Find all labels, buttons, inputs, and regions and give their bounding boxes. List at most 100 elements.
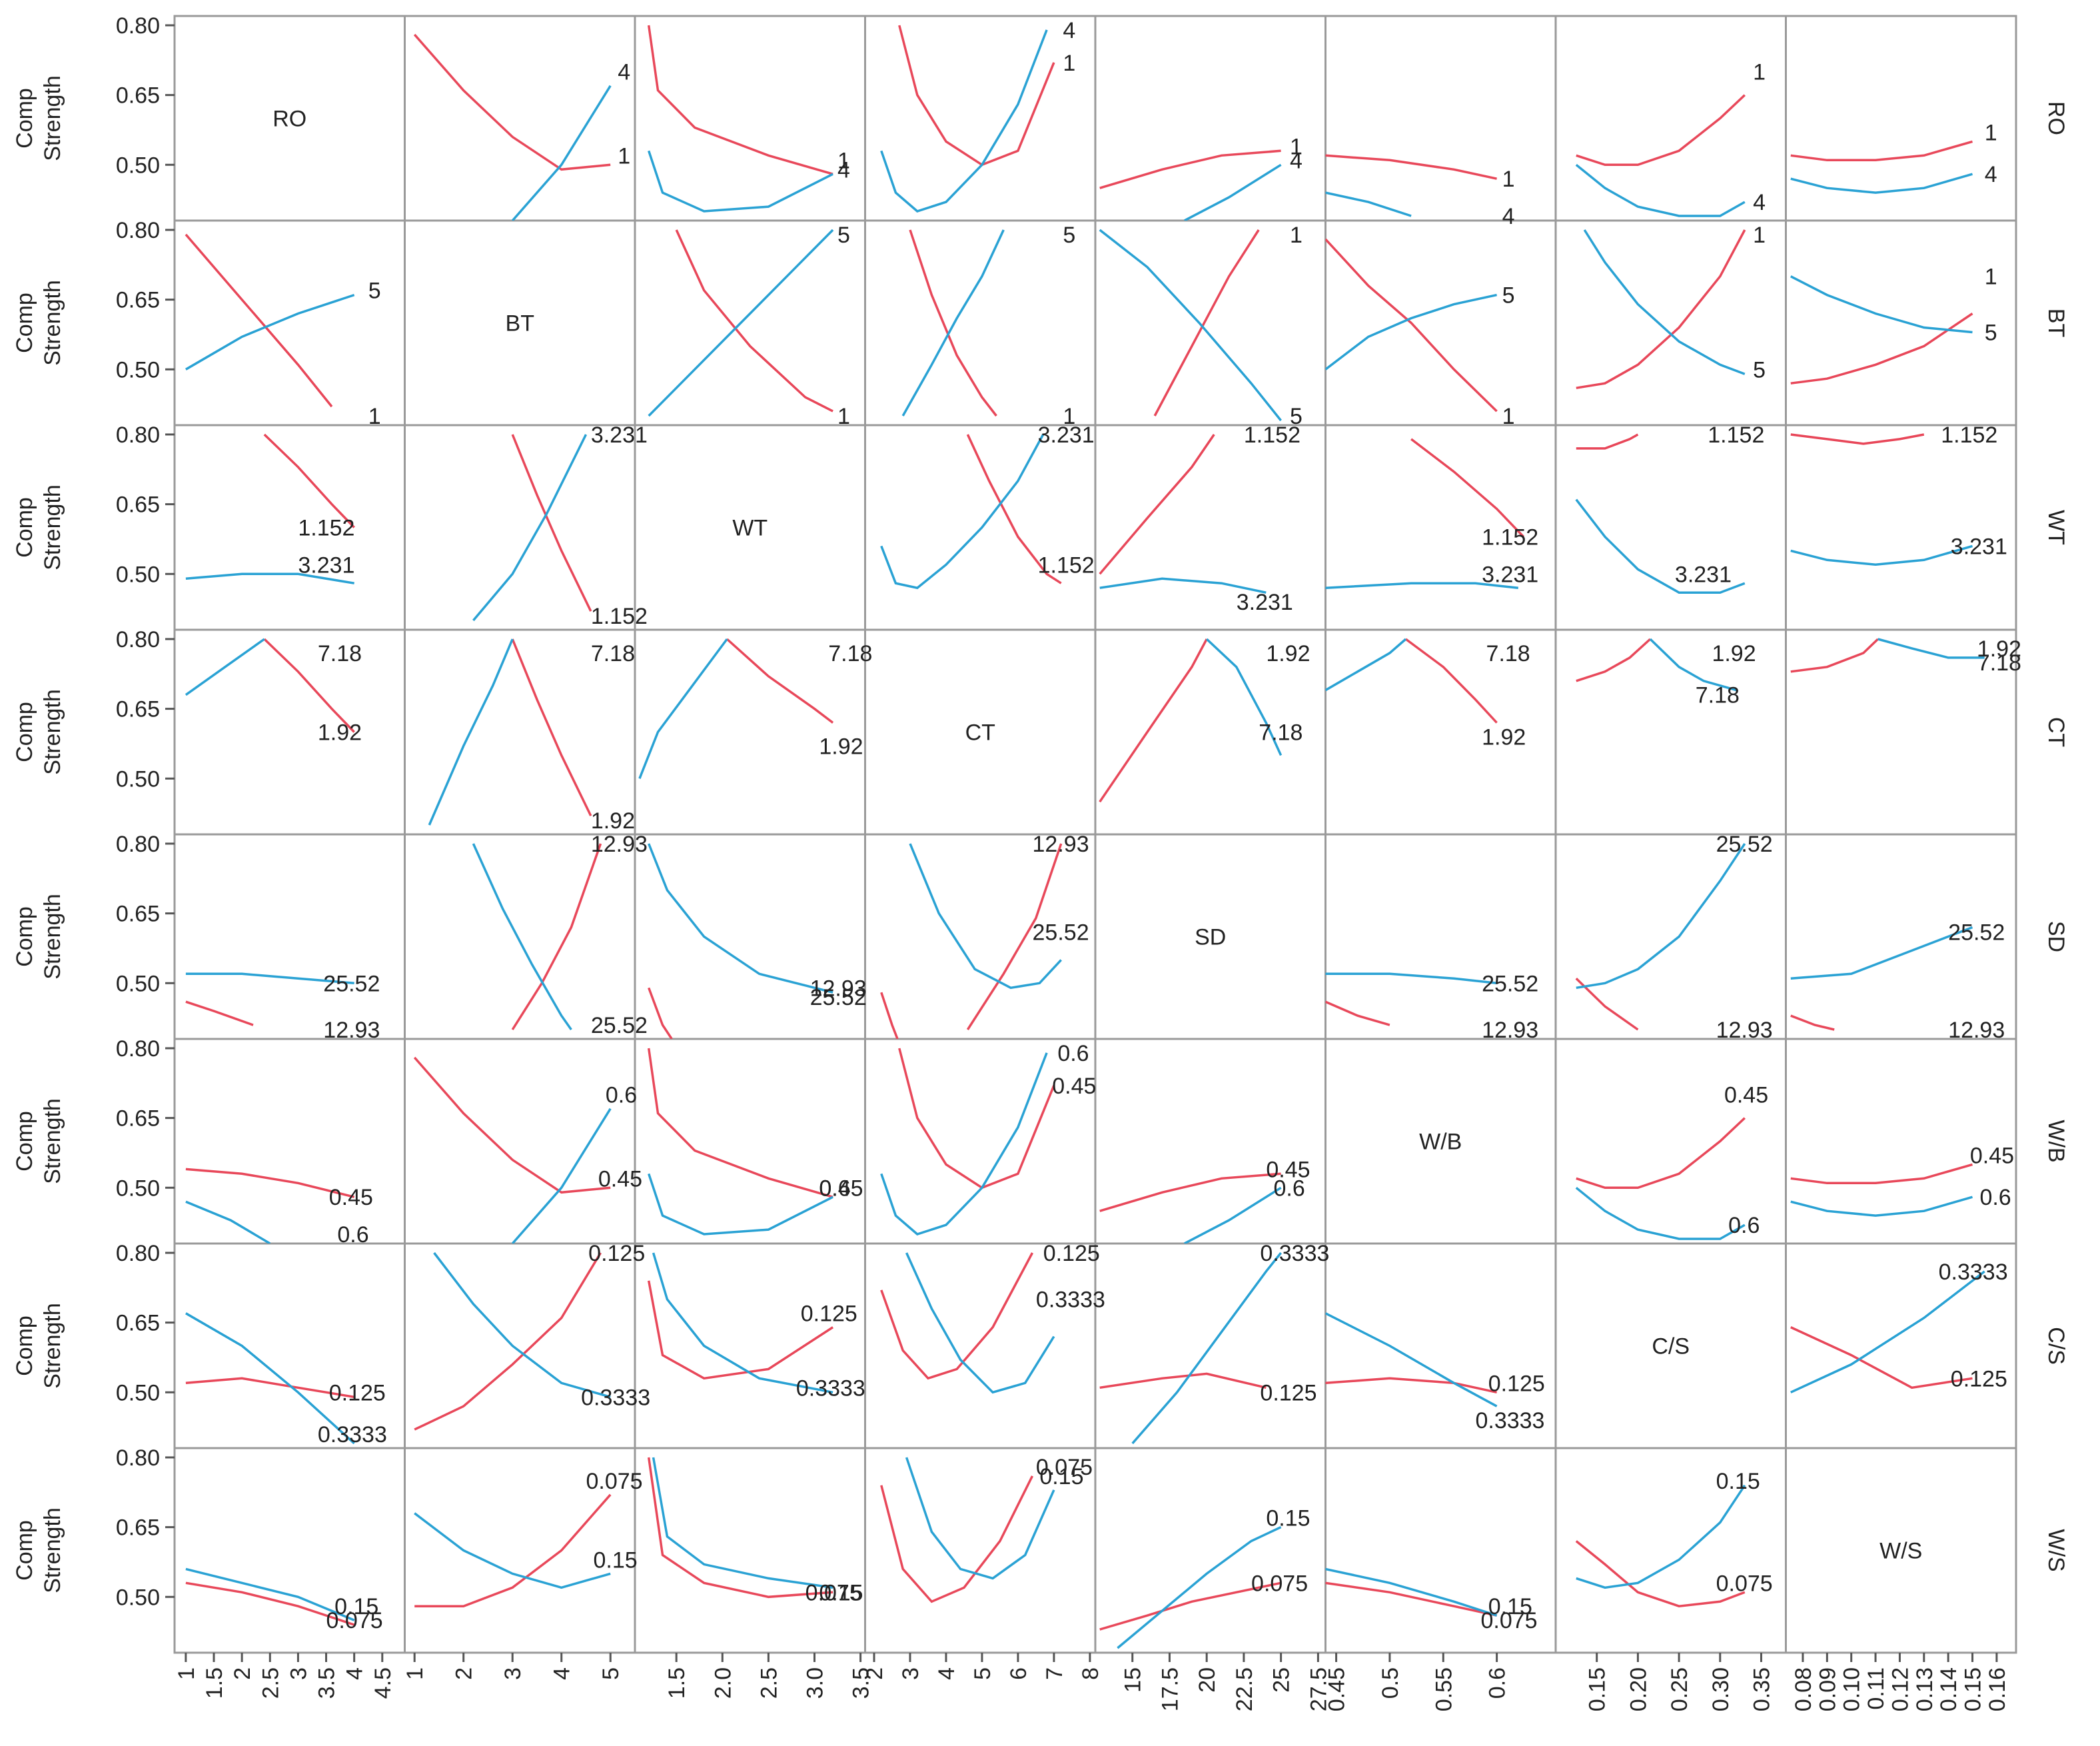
y-axis-title-line: Strength — [40, 280, 65, 366]
series-line-red — [726, 638, 834, 724]
level-label: 12.93 — [1482, 1018, 1538, 1043]
x-tick-label: 17.5 — [1157, 1667, 1183, 1711]
level-label: 0.45 — [1052, 1074, 1096, 1099]
series-line-red — [1790, 1163, 1973, 1185]
row-label: CT — [2043, 717, 2069, 747]
level-label: 5 — [1063, 223, 1075, 248]
y-tick-label: 0.65 — [116, 902, 160, 927]
series-line-blue — [880, 29, 1048, 213]
level-label: 1.92 — [1712, 641, 1756, 666]
series-line-blue — [1325, 191, 1412, 217]
x-tick-label: 3.0 — [802, 1667, 827, 1699]
level-label: 0.6 — [337, 1222, 368, 1248]
series-line-blue — [1790, 926, 1973, 980]
level-label: 0.6 — [1273, 1176, 1305, 1201]
series-line-red — [413, 1056, 611, 1194]
series-line-blue — [1576, 843, 1746, 990]
x-tick-label: 1 — [402, 1667, 428, 1680]
level-label: 1.92 — [1482, 724, 1526, 750]
series-line-red — [185, 1168, 355, 1198]
series-line-red — [1099, 1372, 1267, 1389]
series-line-red — [1576, 229, 1746, 389]
y-axis-title-line: Comp — [12, 702, 37, 762]
series-line-red — [185, 1581, 355, 1626]
x-tick-label: 2.5 — [258, 1667, 283, 1699]
series-line-blue — [1790, 173, 1973, 194]
level-label: 0.45 — [819, 1176, 863, 1201]
level-label: 7.18 — [1486, 641, 1530, 666]
level-label: 3.231 — [1038, 423, 1095, 448]
level-label: 0.15 — [1716, 1469, 1760, 1494]
y-axis-title: Comp Strength — [12, 689, 65, 775]
level-label: 1.152 — [1482, 524, 1538, 550]
level-label: 4 — [1290, 148, 1303, 173]
panel-frame — [1554, 424, 1787, 631]
x-tick-label: 0.45 — [1324, 1667, 1350, 1711]
level-label: 0.15 — [1039, 1464, 1083, 1489]
y-axis-title-line: Strength — [40, 1303, 65, 1389]
series-line-red — [1790, 638, 1879, 673]
series-line-blue — [1325, 1312, 1498, 1407]
series-line-red — [511, 843, 602, 1030]
level-label: 25.52 — [323, 971, 380, 996]
x-tick-label: 0.13 — [1912, 1667, 1937, 1711]
series-line-blue — [648, 1173, 833, 1236]
series-line-red — [898, 1048, 1055, 1190]
level-label: 0.125 — [1951, 1366, 2007, 1391]
series-line-blue — [880, 1052, 1048, 1236]
level-label: 0.15 — [1266, 1506, 1310, 1531]
factor-label: BT — [506, 311, 534, 337]
panel-frame — [404, 424, 636, 631]
level-label: 12.93 — [1033, 832, 1089, 857]
x-tick-label: 15 — [1121, 1667, 1146, 1693]
series-line-red — [648, 987, 673, 1039]
level-label: 1.152 — [591, 604, 648, 629]
level-label: 0.6 — [1057, 1041, 1089, 1066]
panel-frame — [404, 1038, 636, 1245]
panel-frame — [634, 1447, 866, 1654]
x-tick-label: 0.30 — [1708, 1667, 1734, 1711]
level-label: 1.92 — [318, 720, 362, 746]
factor-label: SD — [1195, 925, 1226, 950]
series-line-blue — [901, 229, 1005, 417]
series-line-red — [1790, 313, 1973, 385]
level-label: 25.52 — [591, 1013, 648, 1038]
series-line-blue — [652, 1457, 833, 1589]
level-label: 1.152 — [1708, 423, 1764, 448]
level-label: 1 — [1753, 223, 1766, 248]
y-tick-label: 0.65 — [116, 83, 160, 109]
series-line-blue — [428, 638, 514, 826]
series-line-red — [1099, 149, 1281, 189]
series-line-blue — [648, 229, 834, 417]
level-label: 0.125 — [1043, 1241, 1100, 1266]
level-label: 7.18 — [1696, 683, 1740, 708]
series-line-blue — [1206, 638, 1283, 756]
series-line-blue — [1575, 163, 1746, 217]
level-label: 3.231 — [1951, 534, 2007, 559]
factor-label: C/S — [1652, 1334, 1690, 1359]
row-label: SD — [2043, 921, 2069, 952]
panel-frame — [1554, 219, 1787, 427]
level-label: 7.18 — [591, 641, 635, 666]
y-tick-label: 0.80 — [116, 627, 160, 652]
level-label: 12.93 — [1716, 1018, 1773, 1043]
level-label: 1 — [1290, 223, 1303, 248]
level-label: 1.92 — [591, 808, 635, 834]
level-label: 0.075 — [1481, 1608, 1538, 1633]
panel-frame — [1094, 15, 1326, 222]
y-tick-label: 0.65 — [116, 1515, 160, 1541]
level-label: 7.18 — [828, 641, 872, 666]
panel-frame — [173, 1242, 406, 1449]
level-label: 1 — [368, 404, 381, 429]
row-label: WT — [2043, 510, 2069, 545]
level-label: 1.92 — [1266, 641, 1310, 666]
y-tick-label: 0.80 — [116, 832, 160, 857]
level-label: 0.45 — [1266, 1157, 1310, 1182]
level-label: 0.125 — [801, 1302, 857, 1327]
panel-frame — [1324, 833, 1557, 1040]
series-line-blue — [1117, 1526, 1282, 1649]
x-tick-label: 3.5 — [849, 1667, 874, 1699]
level-label: 0.15 — [334, 1594, 378, 1619]
series-line-blue — [1325, 582, 1518, 589]
series-line-blue — [1325, 638, 1407, 692]
